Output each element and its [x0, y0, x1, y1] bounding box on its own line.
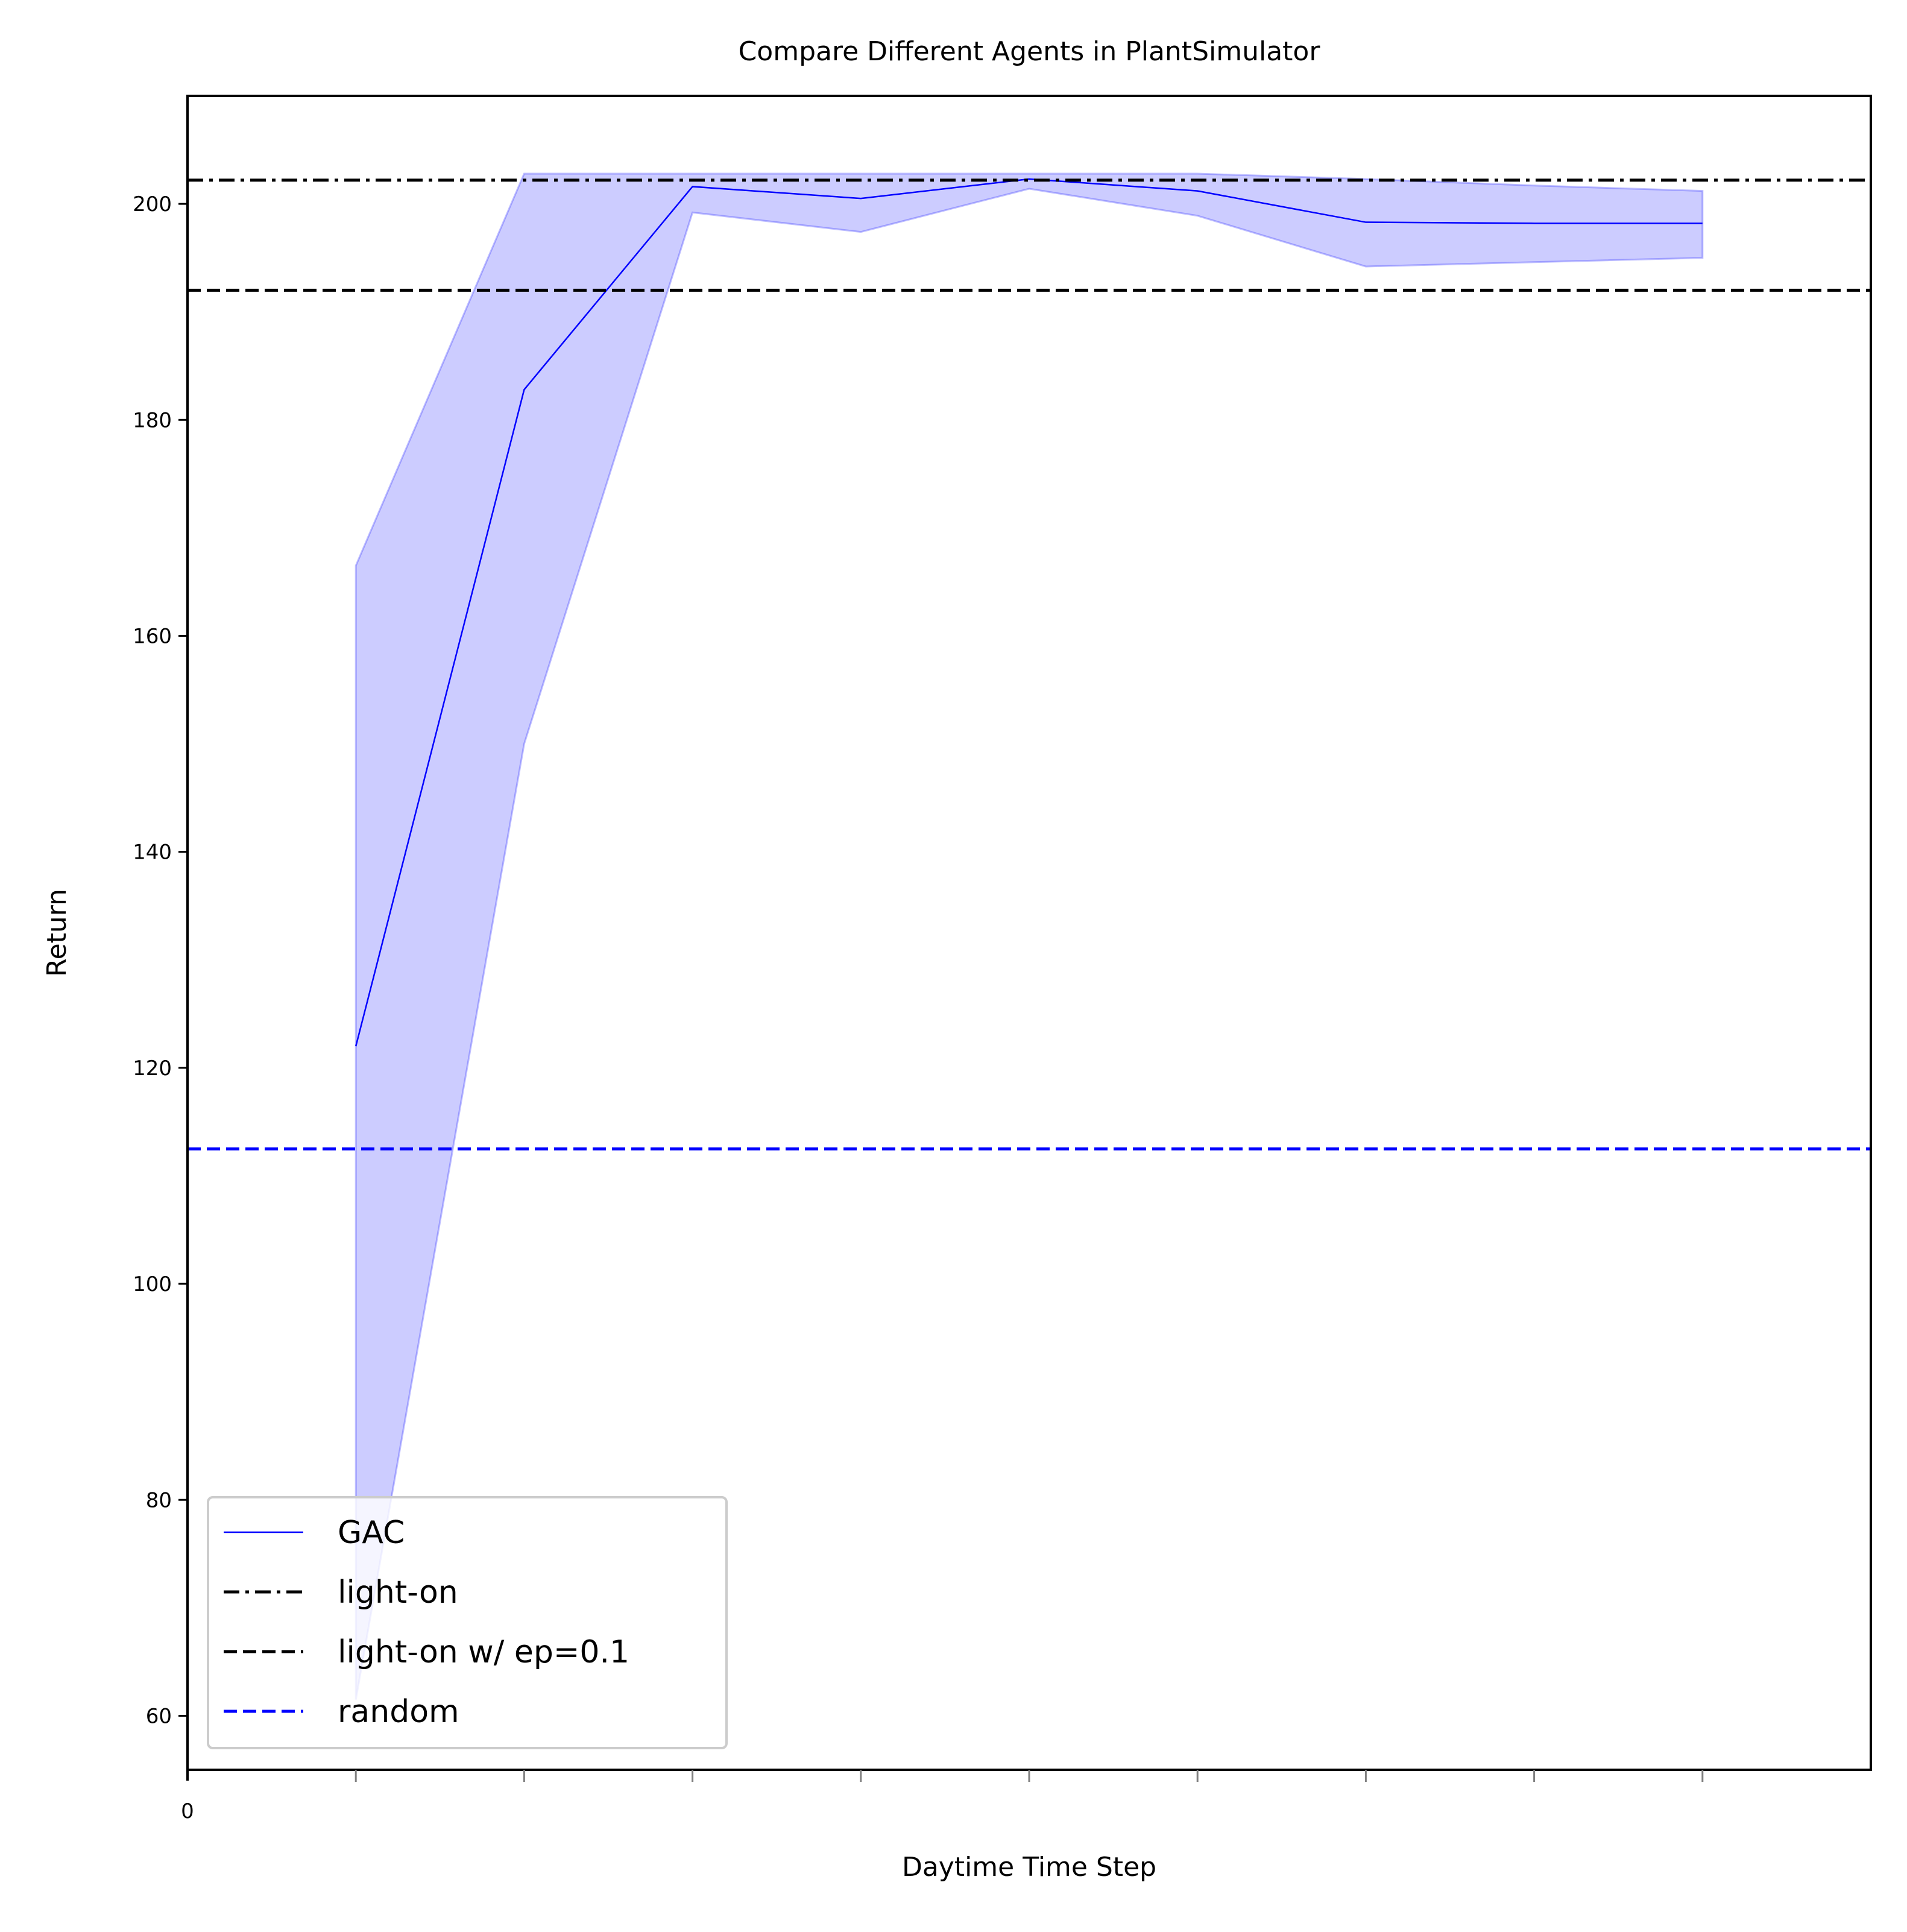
series-line — [355, 178, 1703, 1047]
legend-label: GAC — [338, 1515, 405, 1551]
legend: GAC light-on light-on w/ ep=0.1 random — [207, 1496, 728, 1749]
y-tick-label: 60 — [146, 1704, 172, 1728]
legend-label: light-on w/ ep=0.1 — [338, 1634, 629, 1670]
chart-title: Compare Different Agents in PlantSimulat… — [739, 36, 1321, 67]
y-tick-label: 200 — [133, 192, 172, 216]
y-tick-label: 140 — [133, 841, 172, 865]
confidence-band — [355, 172, 1704, 1700]
x-tick-label: 0 — [181, 1799, 194, 1823]
y-tick-label: 80 — [146, 1488, 172, 1512]
y-tick-label: 160 — [133, 624, 172, 648]
legend-label: random — [338, 1694, 459, 1730]
legend-label: light-on — [338, 1574, 458, 1611]
y-tick-label: 120 — [133, 1056, 172, 1081]
y-axis-label: Return — [42, 889, 72, 977]
x-axis-label: Daytime Time Step — [902, 1852, 1156, 1883]
y-tick-label: 180 — [133, 408, 172, 432]
legend-box — [207, 1496, 728, 1749]
y-tick-label: 100 — [133, 1272, 172, 1296]
